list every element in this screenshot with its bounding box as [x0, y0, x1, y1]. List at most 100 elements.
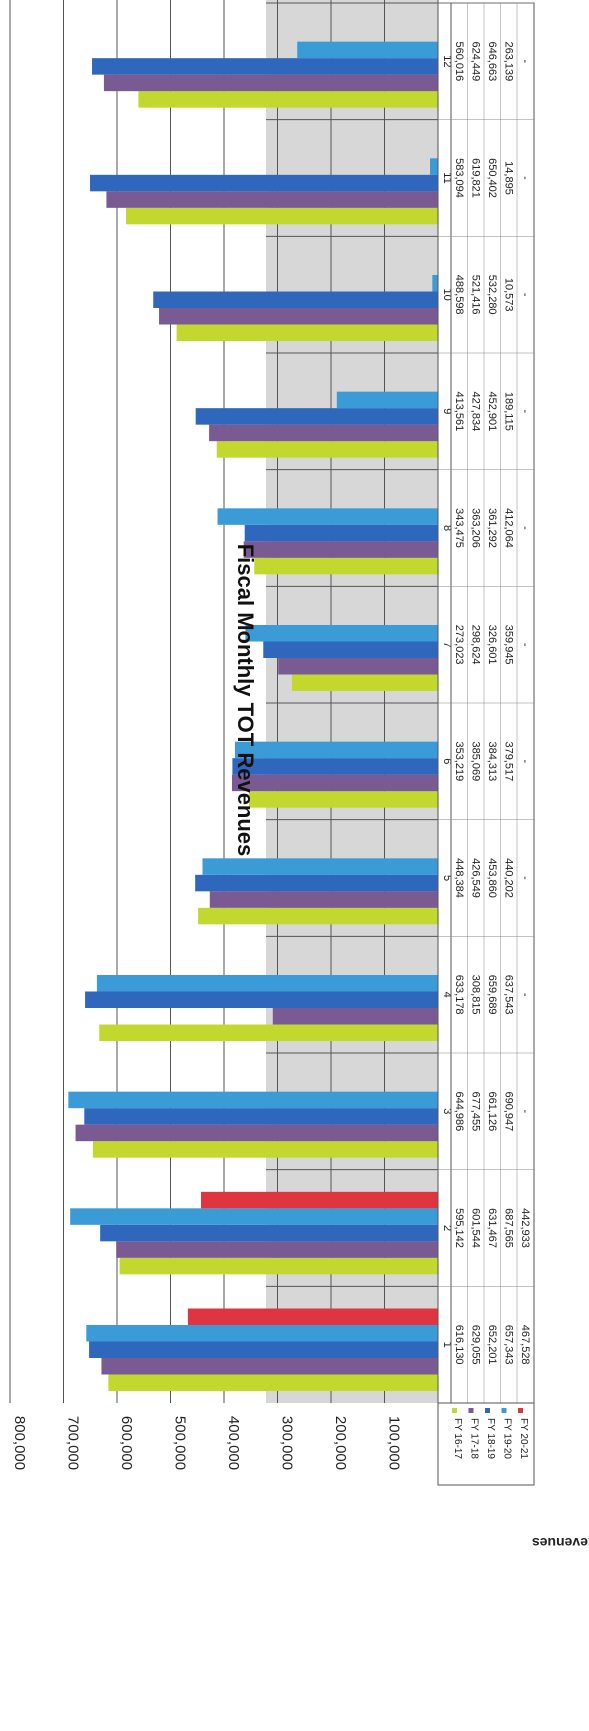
table-cell-value: 629,055	[470, 1325, 482, 1365]
bar	[232, 758, 438, 775]
table-cell-value: -	[519, 759, 531, 763]
bar	[249, 791, 438, 808]
bar	[90, 174, 439, 192]
table-cell-value: 644,986	[453, 1091, 465, 1131]
table-cell-value: 14,895	[503, 161, 515, 195]
bar	[202, 858, 438, 875]
table-cell-value: 661,126	[486, 1091, 498, 1131]
table-cell-value: 273,023	[453, 625, 465, 665]
table-cell-value: -	[519, 876, 531, 880]
table-cell-value: 353,219	[453, 741, 465, 781]
bar	[198, 907, 438, 925]
table-cell-value: 677,455	[470, 1091, 482, 1131]
legend-swatch	[518, 1408, 523, 1413]
chart-title: Fiscal Monthly TOT Revenues	[233, 544, 258, 857]
table-cell-value: -	[519, 526, 531, 530]
bar	[272, 1008, 438, 1025]
table-cell-value: 619,821	[470, 158, 482, 198]
table-cell-value: 361,292	[486, 508, 498, 548]
table-cell-value: 440,202	[503, 858, 515, 898]
bar	[92, 58, 439, 75]
bar	[96, 975, 439, 992]
y-tick-label: 300,000	[279, 1416, 296, 1470]
table-cell-value: 601,544	[470, 1208, 482, 1248]
bar	[187, 1308, 438, 1325]
bar	[119, 1257, 438, 1275]
table-cell-value: -	[519, 993, 531, 997]
table-cell-value: 595,142	[453, 1208, 465, 1248]
gridlines	[9, 0, 439, 1403]
bar	[92, 1141, 438, 1158]
bar	[70, 1208, 439, 1225]
table-cell-value: 637,543	[503, 975, 515, 1015]
bar	[86, 1325, 438, 1342]
bar	[116, 1241, 439, 1258]
legend-box	[437, 1402, 535, 1486]
table-cell-value: -	[519, 1109, 531, 1113]
table-cell-value: 452,901	[486, 391, 498, 431]
legend-swatch	[468, 1408, 474, 1413]
table-cell-value: 379,517	[503, 741, 515, 781]
table-cell-value: 633,178	[453, 975, 465, 1015]
category-label: 12	[441, 55, 453, 67]
table-cell-value: 298,624	[470, 625, 482, 665]
legend-label: FY 19-20	[502, 1418, 513, 1459]
table-cell-value: 363,206	[470, 508, 482, 548]
table-cell-value: 308,815	[470, 975, 482, 1015]
table-cell-value: 652,201	[486, 1325, 498, 1365]
bar	[231, 774, 438, 792]
legend-label: FY 16-17	[452, 1418, 463, 1459]
legend-swatch	[485, 1408, 490, 1413]
bar	[106, 191, 439, 208]
bar	[243, 541, 438, 558]
table-cell-value: 624,449	[470, 41, 482, 81]
y-axis-ticks: -100,000200,000300,000400,000500,000600,…	[11, 1416, 456, 1470]
bar	[68, 1091, 438, 1109]
bar	[85, 991, 439, 1008]
table-cell-value: 453,860	[486, 858, 498, 898]
table-cell-value: 384,313	[486, 741, 498, 781]
bar	[254, 557, 438, 575]
table-cell-value: -	[519, 176, 531, 180]
bar	[89, 1341, 439, 1358]
bar	[216, 441, 438, 458]
bar	[195, 874, 438, 892]
table-cell-value: 560,016	[453, 41, 465, 81]
category-label: 5	[441, 875, 453, 881]
bar	[100, 1224, 438, 1242]
category-label: 4	[441, 992, 453, 998]
y-axis-label: Revenues	[532, 1535, 589, 1551]
table-cell-value: 448,384	[453, 858, 465, 898]
bar	[75, 1124, 438, 1142]
table-cell-value: 442,933	[519, 1208, 531, 1248]
table-cell-value: 616,130	[453, 1325, 465, 1365]
bar	[103, 74, 438, 92]
category-label: 2	[441, 1225, 453, 1231]
table-cell-value: 326,601	[486, 625, 498, 665]
bars	[68, 41, 439, 1391]
table-cell-value: -	[519, 409, 531, 413]
bar	[432, 275, 438, 292]
category-label: 10	[441, 289, 453, 301]
bar	[99, 1024, 439, 1041]
y-tick-label: 200,000	[332, 1416, 349, 1470]
table-cell-value: 412,064	[503, 508, 515, 548]
y-tick-label: 600,000	[118, 1416, 135, 1470]
bar	[217, 508, 438, 525]
category-label: 1	[441, 1342, 453, 1348]
table-cell-value: 659,689	[486, 975, 498, 1015]
bar	[138, 91, 439, 108]
table-cell-value: 413,561	[453, 391, 465, 431]
bar	[245, 625, 438, 642]
bar	[291, 674, 438, 691]
table-cell-value: 359,945	[503, 625, 515, 665]
legend-label: FY 18-19	[485, 1418, 496, 1459]
table-cell-value: 657,343	[503, 1325, 515, 1365]
table-cell-value: 263,139	[503, 41, 515, 81]
bar	[84, 1108, 438, 1125]
table-cell-value: 646,663	[486, 41, 498, 81]
table-cell-value: 687,565	[503, 1208, 515, 1248]
category-label: 8	[441, 525, 453, 531]
y-tick-label: 500,000	[172, 1416, 189, 1470]
